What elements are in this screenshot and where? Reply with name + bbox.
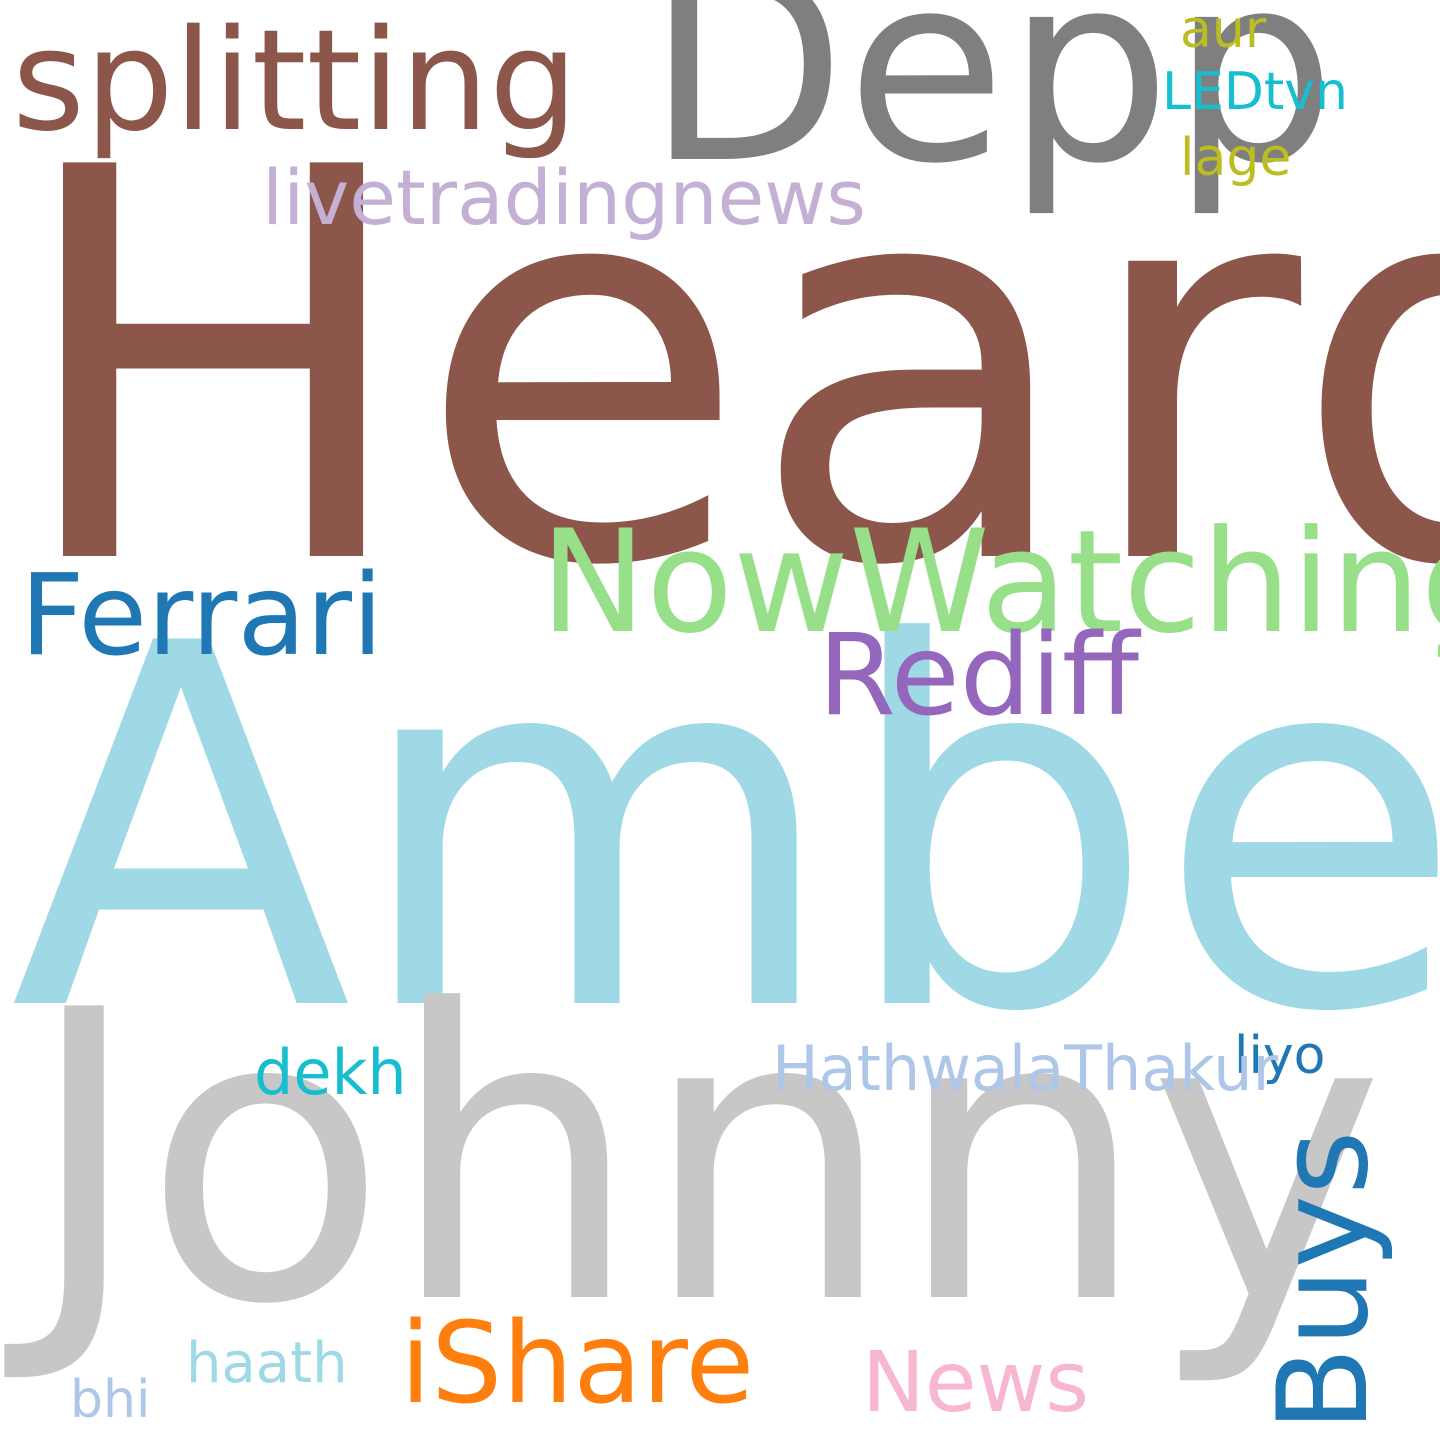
word-haath: haath	[186, 1331, 348, 1396]
word-hathwalathakur: HathwalaThakur	[772, 1032, 1279, 1105]
word-johnny: Johnny	[25, 927, 1385, 1392]
word-liyo: liyo	[1234, 1026, 1326, 1086]
word-bhi: bhi	[70, 1370, 151, 1430]
word-nowwatching: NowWatching	[540, 500, 1440, 665]
word-ledtvn: LEDtvn	[1162, 62, 1348, 122]
word-lage: lage	[1180, 128, 1292, 188]
word-news: News	[862, 1333, 1089, 1431]
word-depp: Depp	[646, 0, 1337, 221]
word-ishare: iShare	[400, 1299, 755, 1429]
word-heard: Heard	[10, 56, 1440, 684]
word-buys: Buys	[1252, 1130, 1396, 1432]
word-amber: Amber	[10, 539, 1440, 1121]
word-splitting: splitting	[12, 0, 578, 163]
word-rediff: Rediff	[818, 611, 1140, 741]
word-livetradingnews: livetradingnews	[262, 153, 867, 242]
word-dekh: dekh	[254, 1036, 407, 1109]
word-aur: aur	[1180, 0, 1267, 60]
word-ferrari: Ferrari	[20, 551, 384, 681]
